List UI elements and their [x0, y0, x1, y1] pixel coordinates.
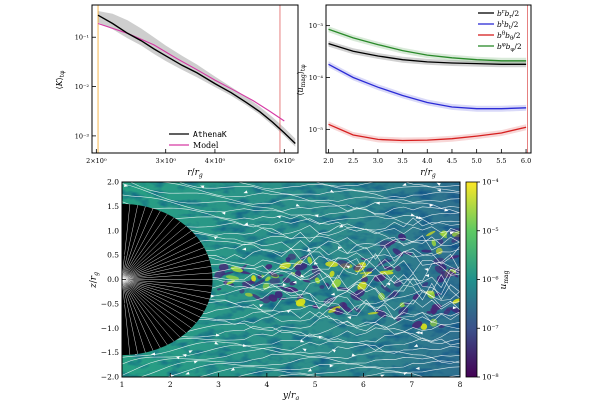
x-tick-label: 1 [120, 380, 125, 389]
x-tick-label: 6 [361, 380, 366, 389]
colorbar-tick-label: 10⁻⁸ [482, 373, 499, 382]
x-tick-label: 2.0 [323, 157, 333, 165]
series-line-athenak [97, 14, 296, 145]
legend-label-athenak: AthenaK [193, 130, 227, 139]
kinetic-energy-plot-frame [91, 4, 299, 154]
colorbar-label: umag [499, 270, 510, 289]
y-tick-label: −1.5 [101, 348, 119, 357]
series-band [328, 61, 527, 112]
colorbar-tick-label: 10⁻⁷ [482, 324, 499, 333]
y-tick-label: 10⁻⁴ [309, 74, 324, 82]
x-tick-label: 2.5 [348, 157, 358, 165]
magnetic-energy-panel: 2.0 2.5 3.0 3.5 4.0 4.5 5.0 5.5 6.010⁻³10⁻⁴10⁻⁵ … [296, 4, 532, 179]
y-tick-label: −2.0 [101, 373, 119, 382]
y-tick-label: 10⁻³ [75, 132, 90, 140]
y-tick-label: 10⁻² [75, 83, 90, 91]
colorbar-ticks: 10⁻⁴ 10⁻⁵ 10⁻⁶ 10⁻⁷ 10⁻⁸ [477, 178, 499, 382]
x-tick-label: 5.5 [496, 157, 506, 165]
series-line [328, 63, 527, 110]
x-tick-label: 3.0 [373, 157, 383, 165]
colorbar-tick-label: 10⁻⁴ [482, 178, 499, 187]
colorbar-tick-label: 10⁻⁵ [482, 226, 499, 235]
x-tick-label: 3.5 [397, 157, 407, 165]
legend-label: brbr/2 [497, 9, 519, 20]
kinetic-energy-uncertainty-band [98, 11, 296, 147]
colorbar [465, 181, 478, 378]
series-line-model [97, 22, 285, 122]
y-tick-label: −0.5 [101, 299, 119, 308]
x-tick-label: 6×10⁰ [274, 157, 295, 165]
kinetic-energy-panel: 2×10⁰ 3×10⁰ 4×10⁰ 6×10⁰ 10⁻¹ 10⁻² 10⁻³ r/rg ⟨K… [55, 4, 299, 179]
map-x-axis-label: y/rg [282, 391, 299, 400]
series-band [328, 121, 527, 144]
magnetic-energy-lines [328, 5, 528, 153]
x-tick-label: 4.5 [447, 157, 457, 165]
kinetic-energy-lines [97, 5, 296, 153]
y-tick-label: 1.5 [107, 202, 119, 211]
colorbar-tick-label: 10⁻⁶ [482, 275, 499, 284]
y-tick-label: 10⁻¹ [75, 34, 90, 42]
x-tick-label: 2 [168, 380, 173, 389]
y-tick-label: 0.5 [107, 251, 119, 260]
x-tick-label: 3 [216, 380, 221, 389]
magnetic-energy-y-axis-label: ⟨umag⟩tφ [296, 64, 307, 95]
x-tick-label: 6.0 [521, 157, 531, 165]
magnetic-energy-plot-frame [325, 4, 532, 154]
x-tick-label: 5 [313, 380, 318, 389]
x-tick-label: 2×10⁰ [86, 157, 107, 165]
y-tick-label: 0.0 [107, 275, 119, 284]
y-tick-label: 10⁻⁵ [309, 126, 324, 134]
kinetic-energy-x-axis-label: r/rg [187, 168, 203, 179]
athenak-band [98, 11, 296, 147]
series-band [328, 26, 527, 64]
x-tick-label: 4.0 [422, 157, 432, 165]
x-tick-label: 4×10⁰ [205, 157, 226, 165]
kinetic-energy-y-axis-label: ⟨K⟩tφ [55, 71, 66, 90]
x-tick-label: 3×10⁰ [155, 157, 176, 165]
x-tick-label: 7 [409, 380, 414, 389]
x-tick-label: 8 [458, 380, 463, 389]
series-line [328, 42, 527, 65]
legend-label: bφbφ/2 [497, 42, 522, 53]
legend-label: bθbθ/2 [497, 31, 521, 42]
magnetic-energy-axis-ticks: 2.0 2.5 3.0 3.5 4.0 4.5 5.0 5.5 6.0 10⁻³ 10⁻⁴ 10⁻⁵ [309, 22, 532, 165]
y-tick-label: 2.0 [107, 178, 119, 187]
legend-label: btbt/2 [497, 20, 519, 31]
map-axis-ticks: 1 2 3 4 5 6 7 8 −2.0 −1.5 −1.0 −0.5 0.0 0.5 1.0 1.5 2.0 [101, 178, 463, 390]
legend-label-model: Model [193, 141, 219, 150]
series-line [328, 28, 527, 62]
y-tick-label: 1.0 [107, 226, 119, 235]
black-hole [122, 203, 213, 356]
x-tick-label: 5.0 [471, 157, 481, 165]
map-high-energy-features [214, 228, 460, 330]
y-tick-label: 10⁻³ [309, 22, 324, 30]
kinetic-energy-axis-ticks: 2×10⁰ 3×10⁰ 4×10⁰ 6×10⁰ 10⁻¹ 10⁻² 10⁻³ [75, 34, 295, 165]
y-tick-label: −1.0 [101, 324, 119, 333]
magnetic-energy-x-axis-label: r/rg [420, 168, 436, 179]
kinetic-energy-legend: AthenaK Model [169, 130, 227, 150]
map-y-axis-label: z/rg [89, 272, 100, 289]
series-line [328, 123, 527, 142]
x-tick-label: 4 [264, 380, 269, 389]
magnetic-energy-map-panel: 1 2 3 4 5 6 7 8−2.0−1.5−1.0−0.50.00.51.01.52.0 … [89, 178, 510, 400]
